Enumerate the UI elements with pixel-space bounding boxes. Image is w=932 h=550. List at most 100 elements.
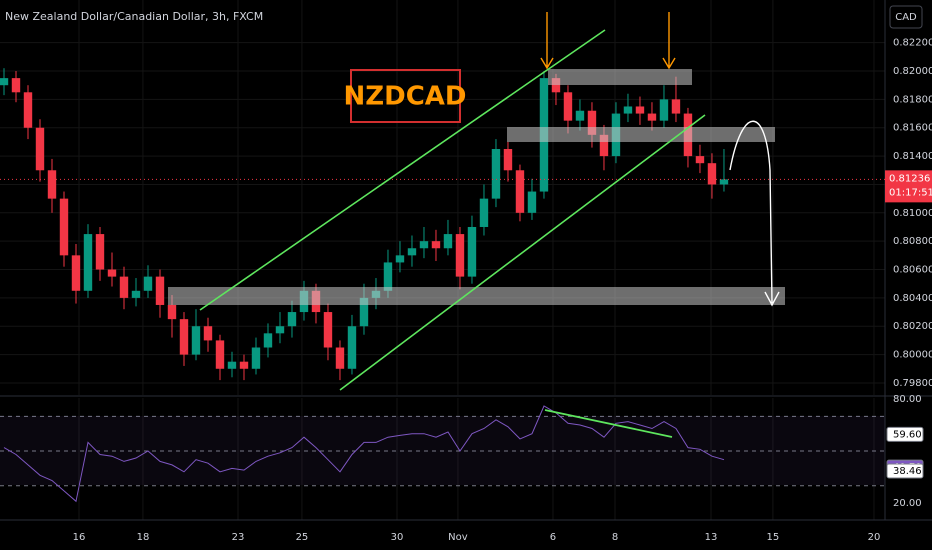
candle-body: [71, 255, 81, 291]
candle-body: [587, 110, 597, 135]
candle-body: [467, 226, 477, 277]
top-zone: [548, 69, 692, 85]
symbol-label: NZDCAD: [344, 82, 467, 112]
x-tick-label: 30: [391, 532, 404, 543]
chart-title: New Zealand Dollar/Canadian Dollar, 3h, …: [5, 10, 263, 23]
rsi-badge: [886, 426, 924, 442]
y-tick-label: 0.81800: [893, 94, 932, 105]
candle-body: [23, 92, 33, 128]
candle-body: [335, 347, 345, 369]
x-tick-label: 23: [232, 532, 245, 543]
x-tick-label: 8: [612, 532, 618, 543]
y-tick-label: 0.80000: [893, 350, 932, 361]
projection-arrow: [729, 120, 780, 307]
candle-body: [515, 170, 525, 213]
candle-body: [179, 319, 189, 355]
x-tick-label: 20: [868, 532, 881, 543]
candle-body: [551, 78, 561, 93]
candle-body: [239, 361, 249, 369]
candle-body: [323, 312, 333, 348]
y-tick-label: 0.81600: [893, 123, 932, 134]
resistance-zone: [507, 127, 775, 142]
candle-body: [707, 163, 717, 185]
candle-body: [455, 234, 465, 277]
candle-body: [647, 113, 657, 121]
candle-body: [11, 78, 21, 93]
rsi-line: [3, 405, 725, 503]
candle-body: [215, 340, 225, 369]
candle-body: [275, 326, 285, 334]
currency-button[interactable]: [889, 5, 923, 29]
candle-body: [671, 99, 681, 114]
support-zone: [168, 287, 785, 305]
candle-body: [635, 106, 645, 114]
candle-body: [251, 347, 261, 369]
arrow: [540, 12, 554, 70]
candle-body: [155, 276, 165, 305]
candle-body: [95, 234, 105, 270]
y-tick-label: 0.82200: [893, 38, 932, 49]
rsi-badge-label: 38.46: [893, 466, 922, 477]
candle-body: [167, 304, 177, 320]
y-tick-label: 0.81400: [893, 151, 932, 162]
candle-body: [503, 149, 513, 171]
divergence-line: [544, 409, 673, 438]
last-price-label: 0.81236: [889, 173, 930, 184]
y-tick-label: 0.81000: [893, 208, 932, 219]
candle-body: [347, 326, 357, 369]
channel-upper: [199, 29, 606, 311]
rsi-band: [0, 416, 885, 485]
y-tick-label: 0.80600: [893, 265, 932, 276]
candle-body: [563, 92, 573, 121]
candle-body: [191, 326, 201, 355]
x-tick-label: 16: [73, 532, 86, 543]
candle-body: [107, 269, 117, 277]
candle-body: [695, 156, 705, 164]
x-tick-label: 18: [137, 532, 150, 543]
candle-body: [623, 106, 633, 114]
y-tick-label: 0.80200: [893, 321, 932, 332]
rsi-tick-label: 80.00: [893, 394, 922, 405]
candle-body: [0, 78, 9, 86]
candle-body: [143, 276, 153, 291]
y-tick-label: 0.79800: [893, 378, 932, 389]
candle-body: [59, 198, 69, 256]
x-tick-label: 6: [550, 532, 556, 543]
candle-body: [47, 170, 57, 199]
candle-body: [227, 361, 237, 369]
candle-body: [491, 149, 501, 199]
candle-body: [83, 234, 93, 291]
candle-body: [203, 326, 213, 341]
symbol-box: [350, 69, 461, 123]
rsi-badge: [886, 463, 924, 479]
candle-body: [527, 191, 537, 213]
currency-label[interactable]: CAD: [895, 12, 917, 23]
candle-body: [407, 248, 417, 256]
candle-body: [119, 276, 129, 298]
arrow: [662, 12, 676, 70]
countdown: 01:17:51: [889, 187, 932, 198]
candle-body: [263, 333, 273, 348]
candle-body: [359, 297, 369, 327]
y-tick-label: 0.82000: [893, 66, 932, 77]
candle-body: [599, 134, 609, 157]
overlays: 16 18 23 25 30 Nov 6 8 13 15 20 0.82200 0.82000 0.818…: [73, 38, 932, 543]
candle-body: [419, 241, 429, 249]
x-tick-label: 13: [705, 532, 718, 543]
rsi-tick-label: 20.00: [893, 498, 922, 509]
top-arrows: [540, 12, 676, 70]
x-tick-label: 25: [296, 532, 309, 543]
last-price-badge: [885, 170, 932, 203]
candle-body: [719, 179, 729, 185]
x-tick-label: Nov: [448, 532, 468, 543]
candle-body: [131, 290, 141, 298]
y-tick-label: 0.80400: [893, 293, 932, 304]
candle-body: [575, 110, 585, 121]
rsi-badge-label: 59.60: [893, 429, 922, 440]
candle-body: [443, 234, 453, 249]
candle-body: [383, 262, 393, 291]
channel-lower: [339, 114, 706, 391]
candle-body: [35, 127, 45, 171]
candle-body: [431, 241, 441, 249]
